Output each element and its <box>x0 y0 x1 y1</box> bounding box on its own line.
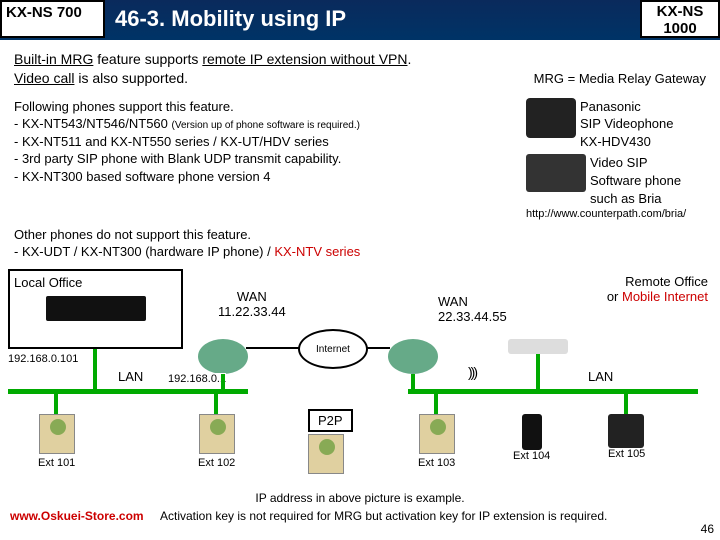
person-icon <box>308 434 344 474</box>
router-ip-label: 192.168.0.1 <box>168 373 226 385</box>
local-office-box: Local Office <box>8 269 183 349</box>
laptop-icon <box>526 154 586 192</box>
store-url[interactable]: www.Oskuei-Store.com <box>10 509 160 523</box>
lan-bar-left <box>8 389 248 394</box>
vline-pbx <box>93 349 97 391</box>
lan-bar-right <box>408 389 698 394</box>
internet-cloud: Internet <box>298 329 368 369</box>
ip-example-note: IP address in above picture is example. <box>0 491 720 505</box>
mrg-definition: MRG = Media Relay Gateway <box>534 70 706 88</box>
ext-101: Ext 101 <box>38 414 75 469</box>
person-icon <box>419 414 455 454</box>
vline-ap <box>536 354 540 391</box>
intro-mrg: Built-in MRG <box>14 51 93 67</box>
lan-label-left: LAN <box>118 369 143 384</box>
deskphone-icon <box>608 414 644 448</box>
person-icon <box>199 414 235 454</box>
person-icon <box>39 414 75 454</box>
remote-office-label: Remote Office or Mobile Internet <box>607 274 708 304</box>
net-link-left <box>246 347 300 349</box>
router-right-icon <box>388 339 438 374</box>
ext-103: Ext 103 <box>418 414 455 469</box>
unsupported-phones: Other phones do not support this feature… <box>14 226 706 261</box>
wifi-waves-icon: ))) <box>468 364 476 380</box>
activation-note: Activation key is not required for MRG b… <box>160 509 710 523</box>
ext-104: Ext 104 <box>513 414 550 462</box>
bria-link[interactable]: http://www.counterpath.com/bria/ <box>526 207 706 222</box>
lan-label-right: LAN <box>588 369 613 384</box>
p2p-label: P2P <box>308 409 353 432</box>
pbx-icon <box>46 296 146 321</box>
net-link-right <box>366 347 390 349</box>
badge-kxns1000: KX-NS 1000 <box>640 0 720 38</box>
supported-phones-text: Following phones support this feature. -… <box>14 98 526 222</box>
router-left-icon <box>198 339 248 374</box>
wifi-phone-icon <box>522 414 542 450</box>
videophone-icon <box>526 98 576 138</box>
wan-right-label: WAN 22.33.44.55 <box>438 294 507 324</box>
phone-images-column: Panasonic SIP Videophone KX-HDV430 Video… <box>526 98 706 222</box>
slide-title: 46-3. Mobility using IP <box>105 0 640 38</box>
wan-left-label: WAN 11.22.33.44 <box>218 289 286 319</box>
p2p-person <box>308 434 344 477</box>
badge-kxns700: KX-NS 700 <box>0 0 105 38</box>
ext-102: Ext 102 <box>198 414 235 469</box>
access-point-icon <box>508 339 568 354</box>
network-diagram: Local Office 192.168.0.101 WAN 11.22.33.… <box>8 269 712 489</box>
page-number: 46 <box>701 522 714 536</box>
pbx-ip: 192.168.0.101 <box>8 353 78 365</box>
intro-line1: Built-in MRG feature supports remote IP … <box>14 50 706 69</box>
ext-105: Ext 105 <box>608 414 645 460</box>
